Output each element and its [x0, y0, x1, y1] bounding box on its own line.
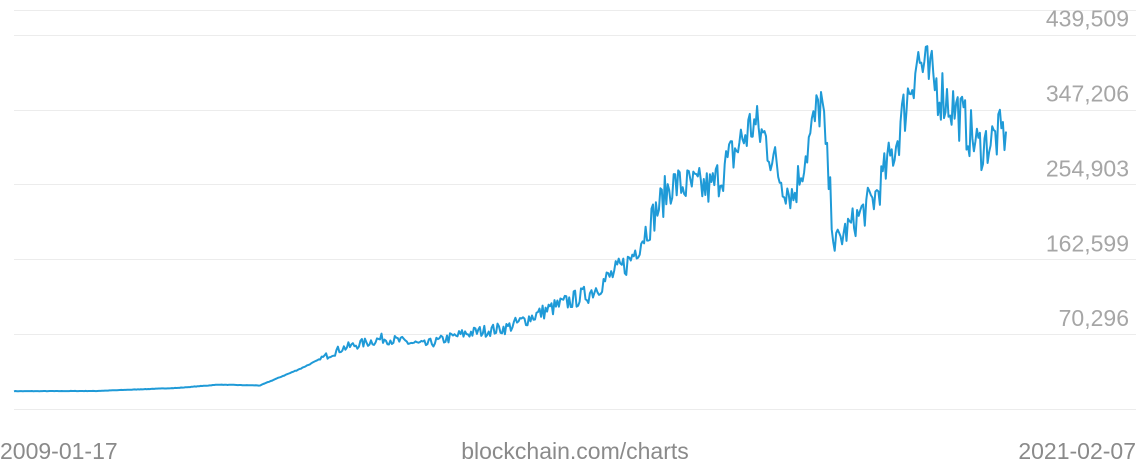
x-end-label: 2021-02-07: [1018, 438, 1136, 464]
y-tick-label: 347,206: [1046, 81, 1129, 107]
y-tick-labels: 70,296 162,599 254,903 347,206 439,509: [1046, 6, 1129, 331]
x-start-label: 2009-01-17: [0, 438, 118, 464]
source-label: blockchain.com/charts: [461, 438, 689, 464]
data-series-line: [13, 45, 1007, 393]
y-tick-label: 70,296: [1059, 305, 1129, 331]
y-tick-label: 439,509: [1046, 6, 1129, 32]
y-tick-label: 162,599: [1046, 230, 1129, 256]
y-tick-label: 254,903: [1046, 155, 1129, 181]
grid-lines: [14, 10, 1136, 410]
